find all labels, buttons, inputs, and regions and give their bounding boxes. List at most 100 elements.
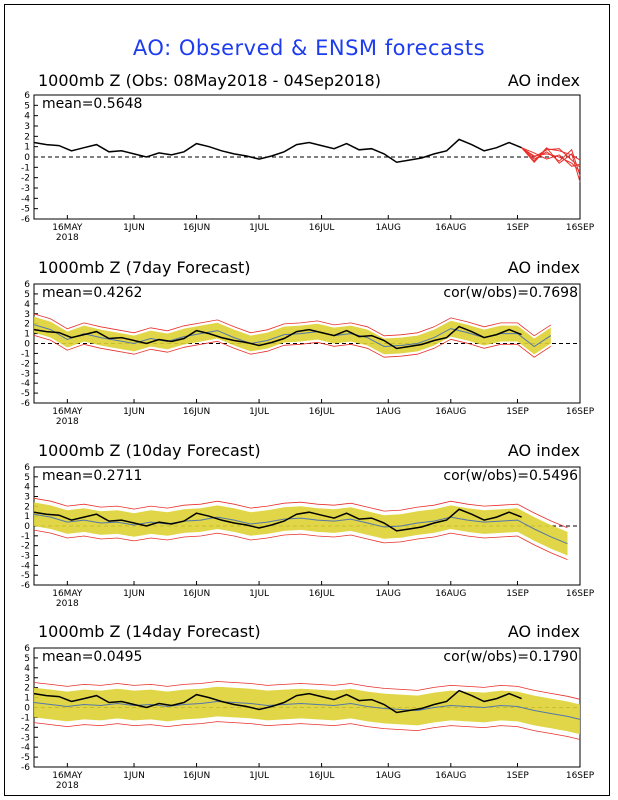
- y-tick-label: 5: [24, 473, 30, 483]
- panel-title: 1000mb Z (Obs: 08May2018 - 04Sep2018): [38, 71, 381, 90]
- x-tick-label: 16MAY: [52, 771, 83, 781]
- x-tick-label: 1SEP: [506, 589, 529, 599]
- correlation-label: cor(w/obs)=0.5496: [443, 468, 578, 484]
- y-tick-label: -5: [21, 389, 30, 399]
- y-tick-label: -2: [21, 359, 30, 369]
- ensemble-spread-band: [34, 316, 551, 355]
- panel-title: 1000mb Z (10day Forecast): [38, 441, 261, 460]
- y-tick-label: 2: [24, 684, 30, 694]
- x-tick-sublabel: 2018: [56, 233, 79, 243]
- figure-frame: [4, 4, 610, 796]
- y-tick-label: 0: [24, 522, 30, 532]
- x-tick-label: 16JUN: [183, 589, 210, 599]
- y-tick-label: 1: [24, 143, 30, 153]
- ensemble-member-line: [521, 146, 581, 182]
- y-tick-label: -4: [21, 743, 30, 753]
- y-tick-label: 1: [24, 512, 30, 522]
- x-tick-label: 1JUL: [249, 223, 269, 233]
- y-tick-label: -2: [21, 723, 30, 733]
- y-tick-label: -5: [21, 571, 30, 581]
- chart-panel-1: 1000mb Z (Obs: 08May2018 - 04Sep2018) AO …: [21, 71, 595, 243]
- ensemble-upper-line: [33, 681, 581, 700]
- x-tick-label: 16JUL: [309, 407, 335, 417]
- y-tick-label: -6: [21, 399, 30, 409]
- x-tick-label: 16MAY: [52, 407, 83, 417]
- x-tick-label: 16JUN: [183, 771, 210, 781]
- ensemble-upper-line: [33, 497, 568, 529]
- y-tick-label: -3: [21, 733, 30, 743]
- y-tick-label: 6: [24, 644, 30, 654]
- x-tick-label: 1SEP: [506, 223, 529, 233]
- x-tick-label: 16JUL: [309, 771, 335, 781]
- x-tick-label: 16AUG: [435, 771, 466, 781]
- y-tick-label: -5: [21, 205, 30, 215]
- index-label: AO index: [508, 258, 580, 277]
- forecast-mean-line: [33, 700, 581, 720]
- mean-label: mean=0.2711: [42, 468, 142, 484]
- x-tick-label: 16MAY: [52, 223, 83, 233]
- y-tick-label: 1: [24, 694, 30, 704]
- x-tick-label: 16JUL: [309, 223, 335, 233]
- x-tick-label: 1AUG: [376, 771, 401, 781]
- x-tick-label: 1AUG: [376, 589, 401, 599]
- x-tick-label: 16SEP: [566, 589, 595, 599]
- y-tick-label: -5: [21, 753, 30, 763]
- y-tick-label: 4: [24, 664, 30, 674]
- panel-title: 1000mb Z (7day Forecast): [38, 258, 250, 277]
- x-tick-sublabel: 2018: [56, 417, 79, 427]
- y-tick-label: 6: [24, 91, 30, 101]
- x-tick-sublabel: 2018: [56, 781, 79, 791]
- x-tick-label: 16JUL: [309, 589, 335, 599]
- y-tick-label: 6: [24, 280, 30, 290]
- x-tick-label: 1AUG: [376, 223, 401, 233]
- y-tick-label: 3: [24, 493, 30, 503]
- y-tick-label: 2: [24, 320, 30, 330]
- x-tick-label: 16AUG: [435, 589, 466, 599]
- y-tick-label: 1: [24, 330, 30, 340]
- y-tick-label: 0: [24, 704, 30, 714]
- mean-label: mean=0.0495: [42, 649, 142, 665]
- y-tick-label: 3: [24, 122, 30, 132]
- y-tick-label: 3: [24, 310, 30, 320]
- ensemble-member-line: [521, 147, 581, 176]
- y-tick-label: -4: [21, 194, 30, 204]
- x-tick-label: 1JUN: [123, 771, 145, 781]
- observed-line: [33, 689, 522, 714]
- index-label: AO index: [508, 441, 580, 460]
- y-tick-label: 5: [24, 654, 30, 664]
- panel-title: 1000mb Z (14day Forecast): [38, 622, 261, 641]
- y-tick-label: -3: [21, 184, 30, 194]
- x-tick-sublabel: 2018: [56, 599, 79, 609]
- y-tick-label: 0: [24, 340, 30, 350]
- y-tick-label: -6: [21, 215, 30, 225]
- y-tick-label: -1: [21, 163, 30, 173]
- ensemble-lower-line: [33, 721, 581, 740]
- x-tick-label: 16JUN: [183, 407, 210, 417]
- y-tick-label: -1: [21, 713, 30, 723]
- x-tick-label: 16SEP: [566, 771, 595, 781]
- ensemble-lower-line: [33, 529, 568, 560]
- y-tick-label: 5: [24, 290, 30, 300]
- x-tick-label: 1AUG: [376, 407, 401, 417]
- forecast-mean-line: [33, 513, 568, 545]
- chart-panel-4: 1000mb Z (14day Forecast) AO index mean=0.…: [21, 622, 595, 791]
- y-tick-label: -6: [21, 581, 30, 591]
- y-tick-label: -2: [21, 174, 30, 184]
- y-tick-label: -6: [21, 763, 30, 773]
- y-tick-label: -3: [21, 369, 30, 379]
- y-tick-label: -4: [21, 379, 30, 389]
- x-tick-label: 1JUL: [249, 589, 269, 599]
- x-tick-label: 1JUL: [249, 771, 269, 781]
- y-tick-label: 5: [24, 101, 30, 111]
- y-tick-label: -2: [21, 542, 30, 552]
- y-tick-label: -1: [21, 532, 30, 542]
- x-tick-label: 1JUN: [123, 407, 145, 417]
- x-tick-label: 16MAY: [52, 589, 83, 599]
- y-tick-label: 2: [24, 502, 30, 512]
- mean-label: mean=0.4262: [42, 285, 142, 301]
- chart-panel-2: 1000mb Z (7day Forecast) AO index mean=0.4…: [21, 258, 595, 427]
- ensemble-upper-line: [33, 313, 552, 337]
- ensemble-spread-band: [34, 502, 568, 556]
- chart-panel-3: 1000mb Z (10day Forecast) AO index mean=0.…: [21, 441, 595, 609]
- x-tick-label: 1SEP: [506, 407, 529, 417]
